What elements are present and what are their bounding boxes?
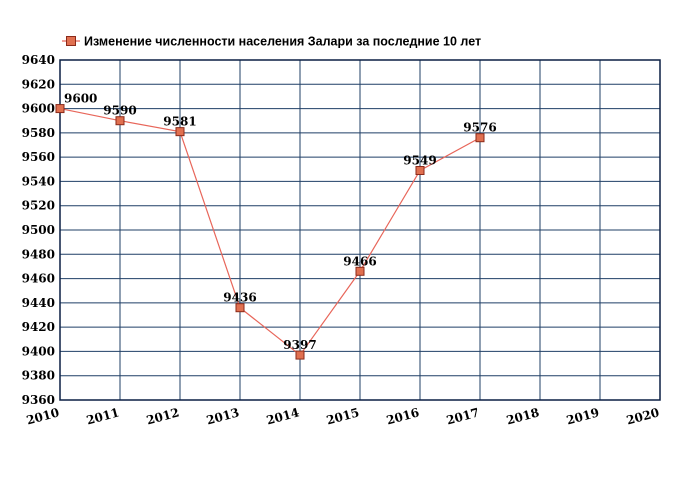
y-tick-label: 9560: [22, 150, 55, 164]
y-tick-label: 9580: [22, 126, 55, 140]
data-point-marker: [235, 303, 245, 313]
y-tick-label: 9460: [22, 272, 55, 286]
y-tick-label: 9540: [22, 174, 55, 188]
chart-title: Изменение численности населения Залари з…: [84, 35, 481, 49]
y-tick-label: 9500: [22, 223, 55, 237]
data-point-label: 9576: [463, 121, 496, 135]
x-tick-label: 2019: [565, 405, 601, 427]
y-tick-label: 9440: [22, 296, 55, 310]
plot-border: [59, 59, 661, 401]
data-point-marker: [295, 350, 305, 360]
y-tick-label: 9420: [22, 320, 55, 334]
x-tick-label: 2012: [145, 405, 181, 427]
x-tick-label: 2016: [385, 405, 421, 427]
y-tick-label: 9640: [22, 53, 55, 67]
y-tick-label: 9480: [22, 247, 55, 261]
data-point-label: 9581: [163, 115, 196, 129]
data-series: [55, 104, 485, 360]
data-point-marker: [175, 127, 185, 137]
data-point-marker: [415, 166, 425, 175]
data-point-marker: [355, 266, 365, 276]
y-tick-label: 9600: [22, 102, 55, 116]
x-tick-label: 2020: [625, 405, 661, 427]
grid-lines: [59, 59, 661, 401]
x-tick-label: 2015: [325, 405, 361, 427]
data-point-label: 9397: [283, 338, 316, 352]
data-point-label: 9600: [64, 92, 97, 106]
data-point-label: 9590: [103, 104, 136, 118]
data-point-marker: [55, 104, 65, 114]
series-line: [59, 107, 481, 356]
data-point-label: 9549: [403, 154, 436, 168]
data-point-label: 9466: [343, 254, 376, 268]
x-tick-label: 2014: [265, 405, 301, 427]
y-tick-label: 9620: [22, 77, 55, 91]
data-point-marker: [115, 116, 125, 126]
data-labels: 9600 9590 9581 9436 9397 9466 9549 9576: [64, 92, 497, 353]
x-tick-label: 2018: [505, 405, 541, 427]
legend-marker-swatch: [66, 36, 76, 46]
data-point-label: 9436: [223, 291, 256, 305]
chart-legend: Изменение численности населения Залари з…: [62, 35, 481, 49]
x-tick-label: 2011: [85, 405, 121, 427]
y-tick-label: 9520: [22, 199, 55, 213]
x-tick-label: 2013: [205, 405, 241, 427]
data-point-marker: [475, 133, 485, 143]
x-tick-label: 2010: [25, 405, 61, 427]
y-tick-label: 9380: [22, 369, 55, 383]
y-tick-label: 9400: [22, 344, 55, 358]
y-tick-label: 9360: [22, 393, 55, 407]
x-tick-label: 2017: [445, 405, 481, 427]
